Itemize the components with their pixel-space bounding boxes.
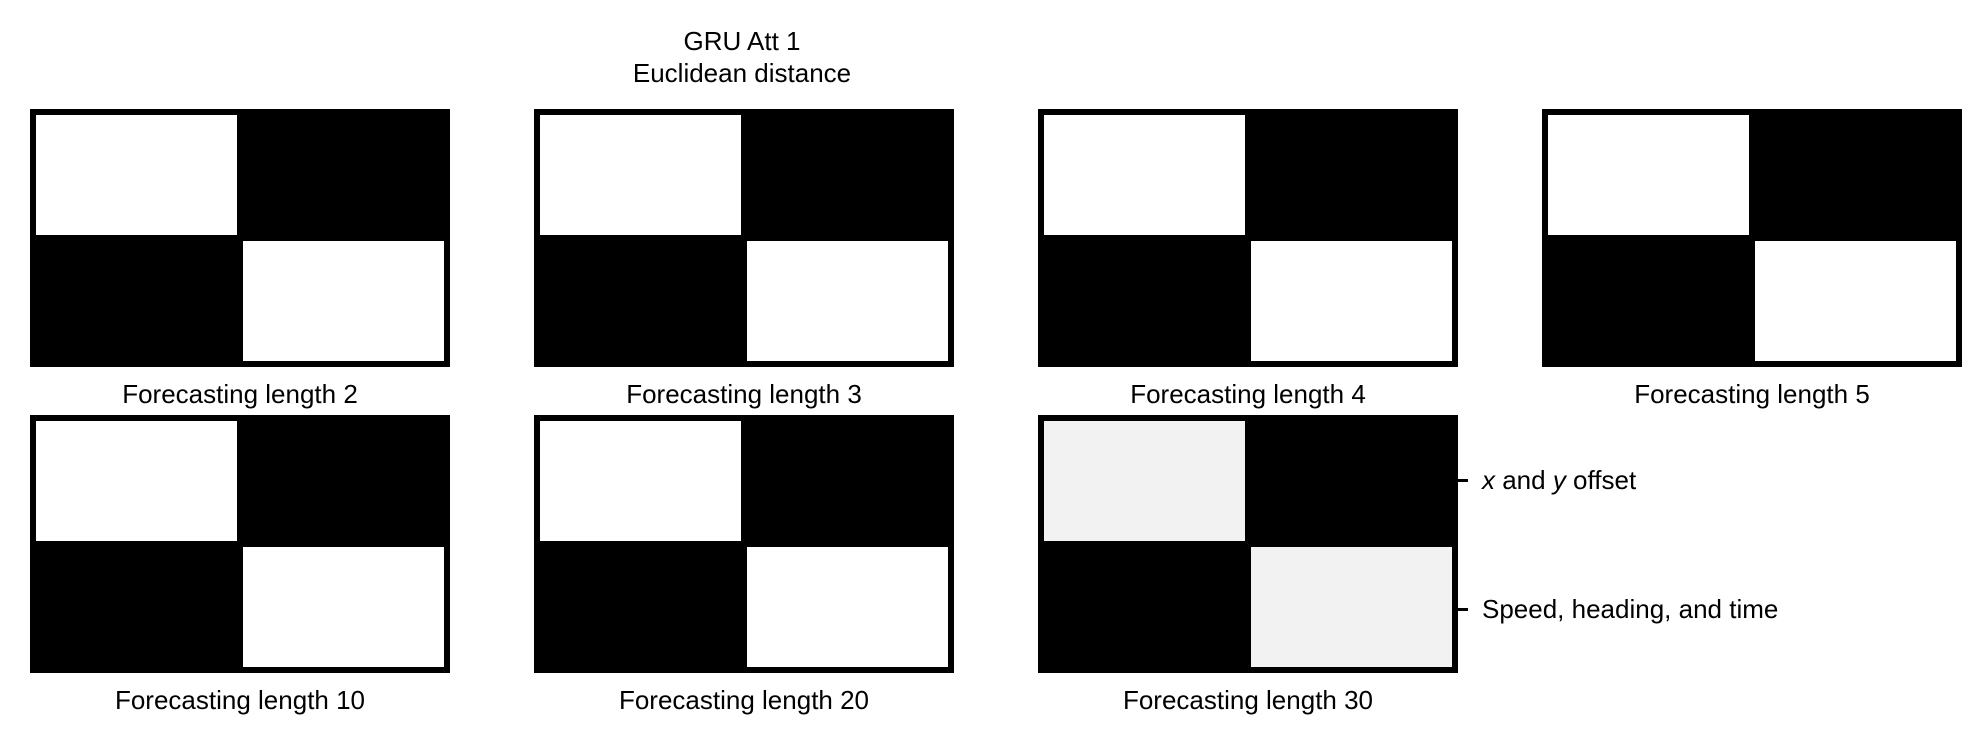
heatmap-cell-7-1-1 bbox=[1251, 547, 1452, 667]
chart-title-line-1: GRU Att 1 bbox=[683, 26, 801, 56]
heatmap-cell-6-0-0 bbox=[540, 421, 741, 541]
row-tick-0 bbox=[1454, 479, 1468, 482]
heatmap-cell-4-0-0 bbox=[1548, 115, 1749, 235]
heatmap-cell-2-0-1 bbox=[747, 115, 948, 235]
panel-caption-3: Forecasting length 4 bbox=[1130, 379, 1366, 409]
heatmap-cell-7-0-0 bbox=[1044, 421, 1245, 541]
heatmap-cell-5-1-1 bbox=[243, 547, 444, 667]
heatmap-panel-2 bbox=[534, 109, 954, 367]
heatmap-cell-5-0-1 bbox=[243, 421, 444, 541]
heatmap-cell-7-0-1 bbox=[1251, 421, 1452, 541]
panel-caption-4: Forecasting length 5 bbox=[1634, 379, 1870, 409]
heatmap-cell-6-0-1 bbox=[747, 421, 948, 541]
heatmap-cell-6-1-0 bbox=[540, 547, 741, 667]
heatmap-cell-2-1-0 bbox=[540, 241, 741, 361]
heatmap-cell-5-1-0 bbox=[36, 547, 237, 667]
heatmap-cell-5-0-0 bbox=[36, 421, 237, 541]
heatmap-cell-3-0-0 bbox=[1044, 115, 1245, 235]
heatmap-cell-1-0-1 bbox=[243, 115, 444, 235]
heatmap-cell-1-1-0 bbox=[36, 241, 237, 361]
heatmap-cell-3-1-1 bbox=[1251, 241, 1452, 361]
heatmap-panel-1 bbox=[30, 109, 450, 367]
panel-caption-7: Forecasting length 30 bbox=[1122, 685, 1374, 715]
heatmap-cell-6-1-1 bbox=[747, 547, 948, 667]
panel-caption-5: Forecasting length 10 bbox=[114, 685, 366, 715]
heatmap-cell-4-1-0 bbox=[1548, 241, 1749, 361]
heatmap-cell-3-1-0 bbox=[1044, 241, 1245, 361]
heatmap-cell-4-1-1 bbox=[1755, 241, 1956, 361]
heatmap-cell-7-1-0 bbox=[1044, 547, 1245, 667]
heatmap-cell-2-1-1 bbox=[747, 241, 948, 361]
row-label-0: x and y offset bbox=[1482, 465, 1637, 495]
row-label-1: Speed, heading, and time bbox=[1482, 594, 1779, 624]
heatmap-panel-6 bbox=[534, 415, 954, 673]
row-tick-1 bbox=[1454, 608, 1468, 611]
chart-title-line-2: Euclidean distance bbox=[632, 58, 852, 88]
panel-caption-1: Forecasting length 2 bbox=[122, 379, 358, 409]
heatmap-cell-3-0-1 bbox=[1251, 115, 1452, 235]
heatmap-cell-2-0-0 bbox=[540, 115, 741, 235]
panel-caption-6: Forecasting length 20 bbox=[618, 685, 870, 715]
heatmap-panel-3 bbox=[1038, 109, 1458, 367]
chart-title: GRU Att 1 Euclidean distance bbox=[542, 25, 942, 89]
panel-caption-2: Forecasting length 3 bbox=[626, 379, 862, 409]
heatmap-cell-4-0-1 bbox=[1755, 115, 1956, 235]
heatmap-panel-4 bbox=[1542, 109, 1962, 367]
heatmap-panel-7 bbox=[1038, 415, 1458, 673]
heatmap-panel-5 bbox=[30, 415, 450, 673]
heatmap-cell-1-1-1 bbox=[243, 241, 444, 361]
heatmap-cell-1-0-0 bbox=[36, 115, 237, 235]
row-labels: x and y offset Speed, heading, and time bbox=[1454, 415, 1974, 673]
